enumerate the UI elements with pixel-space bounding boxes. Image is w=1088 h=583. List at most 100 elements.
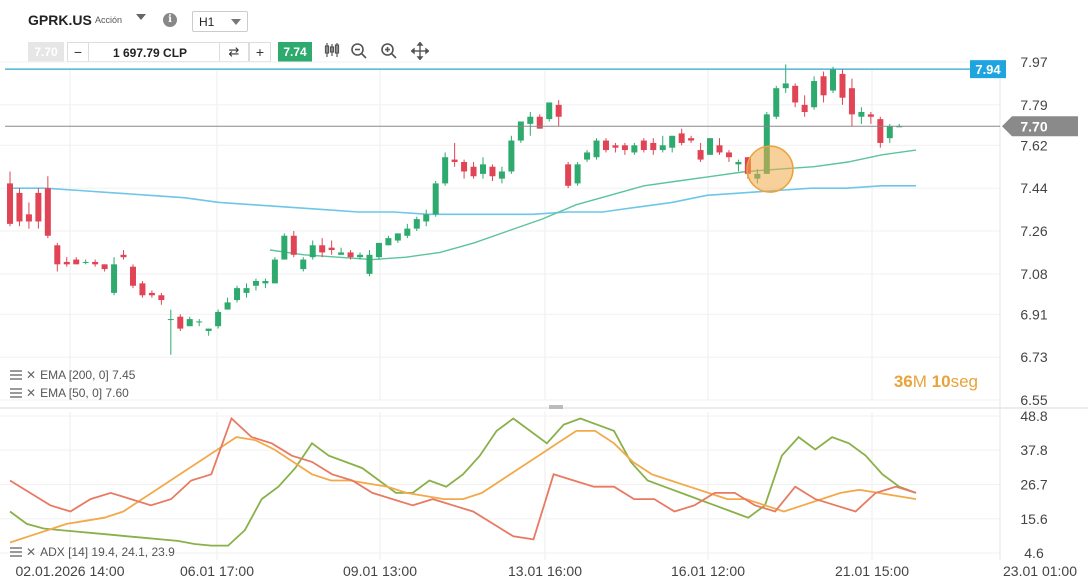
price-tick-label: 7.62 — [1020, 137, 1047, 153]
chart-grid — [0, 61, 1088, 560]
candle-body — [811, 81, 818, 108]
candle-body — [735, 161, 742, 165]
ema200-legend[interactable]: ✕ EMA [200, 0] 7.45 — [10, 368, 135, 382]
candle-body — [357, 254, 364, 258]
timeframe-select[interactable]: H1 — [192, 11, 248, 32]
price-tick-label: 7.26 — [1020, 223, 1047, 239]
settings-lines-icon[interactable] — [10, 547, 22, 557]
candle-body — [252, 280, 259, 286]
candle-body — [574, 164, 581, 184]
candle-body — [886, 126, 893, 139]
timer-minutes: 36 — [893, 372, 913, 391]
candle-body — [158, 295, 165, 301]
candle-body — [820, 76, 827, 96]
candle-body — [707, 138, 714, 155]
adx-tick-label: 15.6 — [1020, 511, 1047, 527]
info-icon[interactable]: i — [163, 13, 177, 27]
adx-label: ADX [14] 19.4, 24.1, 23.9 — [40, 545, 175, 559]
ema50-legend[interactable]: ✕ EMA [50, 0] 7.60 — [10, 386, 129, 400]
candle-body — [129, 266, 136, 286]
adx-panel — [9, 416, 917, 547]
candle-body — [423, 214, 430, 222]
zoom-in-glyph — [381, 43, 397, 59]
time-tick-label: 13.01 16:00 — [508, 563, 582, 579]
candle-body — [101, 264, 108, 270]
candle-body — [517, 121, 524, 141]
candle-body — [669, 135, 676, 148]
candle-body — [347, 252, 354, 258]
candle-body — [830, 69, 837, 91]
candle-body — [309, 245, 316, 258]
symbol-dropdown-icon[interactable] — [136, 14, 146, 20]
zoom-out-icon[interactable] — [348, 42, 370, 62]
zoom-in-icon[interactable] — [378, 42, 400, 62]
adx-legend[interactable]: ✕ ADX [14] 19.4, 24.1, 23.9 — [10, 545, 175, 559]
candle-body — [848, 88, 855, 115]
adx-tick-label: 4.6 — [1024, 545, 1044, 561]
close-icon[interactable]: ✕ — [26, 386, 37, 400]
adx-tick-label: 37.8 — [1020, 442, 1047, 458]
candle-body — [442, 157, 449, 184]
candle-body — [631, 145, 638, 153]
increase-quantity-button[interactable]: + — [249, 42, 271, 62]
price-tick-label: 6.91 — [1020, 306, 1047, 322]
price-tick-label: 7.97 — [1020, 54, 1047, 70]
candle-body — [148, 292, 155, 296]
settings-lines-icon[interactable] — [10, 388, 22, 398]
current-price-label: 7.70 — [1020, 118, 1047, 134]
candle-body — [877, 119, 884, 143]
candle-body — [82, 261, 89, 263]
candle-body — [167, 319, 174, 321]
move-icon[interactable] — [409, 41, 431, 62]
candle-body — [186, 319, 193, 327]
candle-body — [366, 254, 373, 274]
candle-body — [461, 161, 468, 172]
candle-body — [338, 252, 345, 255]
candle-body — [659, 145, 666, 151]
candle-body — [725, 152, 732, 158]
time-tick-label: 21.01 15:00 — [835, 563, 909, 579]
candle-body — [498, 171, 505, 179]
resistance-label: 7.94 — [975, 62, 1001, 77]
candle-body — [205, 328, 212, 331]
candles-icon[interactable] — [321, 42, 343, 62]
candle-body — [432, 183, 439, 215]
candles-icon-glyph — [324, 43, 340, 57]
candle-body — [139, 283, 146, 296]
candle-body — [385, 238, 392, 246]
ema50-series — [269, 149, 917, 261]
candle-body — [111, 264, 118, 293]
time-tick-label: 09.01 13:00 — [343, 563, 417, 579]
candle-body — [404, 228, 411, 236]
buy-price-button[interactable]: 7.74 — [278, 42, 312, 62]
close-icon[interactable]: ✕ — [26, 368, 37, 382]
candle-body — [262, 280, 269, 284]
candle-body — [281, 235, 288, 260]
timer-s: seg — [950, 372, 978, 391]
candle-body — [25, 214, 32, 222]
symbol-name[interactable]: GPRK.US — [28, 12, 92, 28]
candle-body — [271, 259, 278, 284]
time-tick-label: 02.01.2026 14:00 — [16, 563, 125, 579]
timer-seconds: 10 — [931, 372, 951, 391]
candle-body — [16, 192, 23, 222]
candles — [7, 64, 903, 355]
settings-lines-icon[interactable] — [10, 370, 22, 380]
candle-body — [489, 166, 496, 177]
price-tick-label: 7.08 — [1020, 266, 1047, 282]
price-tick-label: 7.79 — [1020, 97, 1047, 113]
chevron-down-icon — [231, 19, 241, 25]
close-icon[interactable]: ✕ — [26, 545, 37, 559]
axes: 02.01.2026 14:00 06.01 17:00 09.01 13:00 13… — [16, 54, 1078, 579]
candle-body — [451, 159, 458, 162]
candle-body — [536, 116, 543, 129]
candle-timer: 36M 10seg — [894, 372, 978, 392]
top-bar: GPRK.US Acción i H1 — [0, 0, 1088, 36]
candle-body — [470, 166, 477, 177]
candle-body — [782, 83, 789, 89]
candle-body — [546, 102, 553, 120]
sell-price-button[interactable]: 7.70 — [28, 42, 64, 62]
adx-series — [9, 417, 917, 547]
candle-body — [555, 104, 562, 117]
